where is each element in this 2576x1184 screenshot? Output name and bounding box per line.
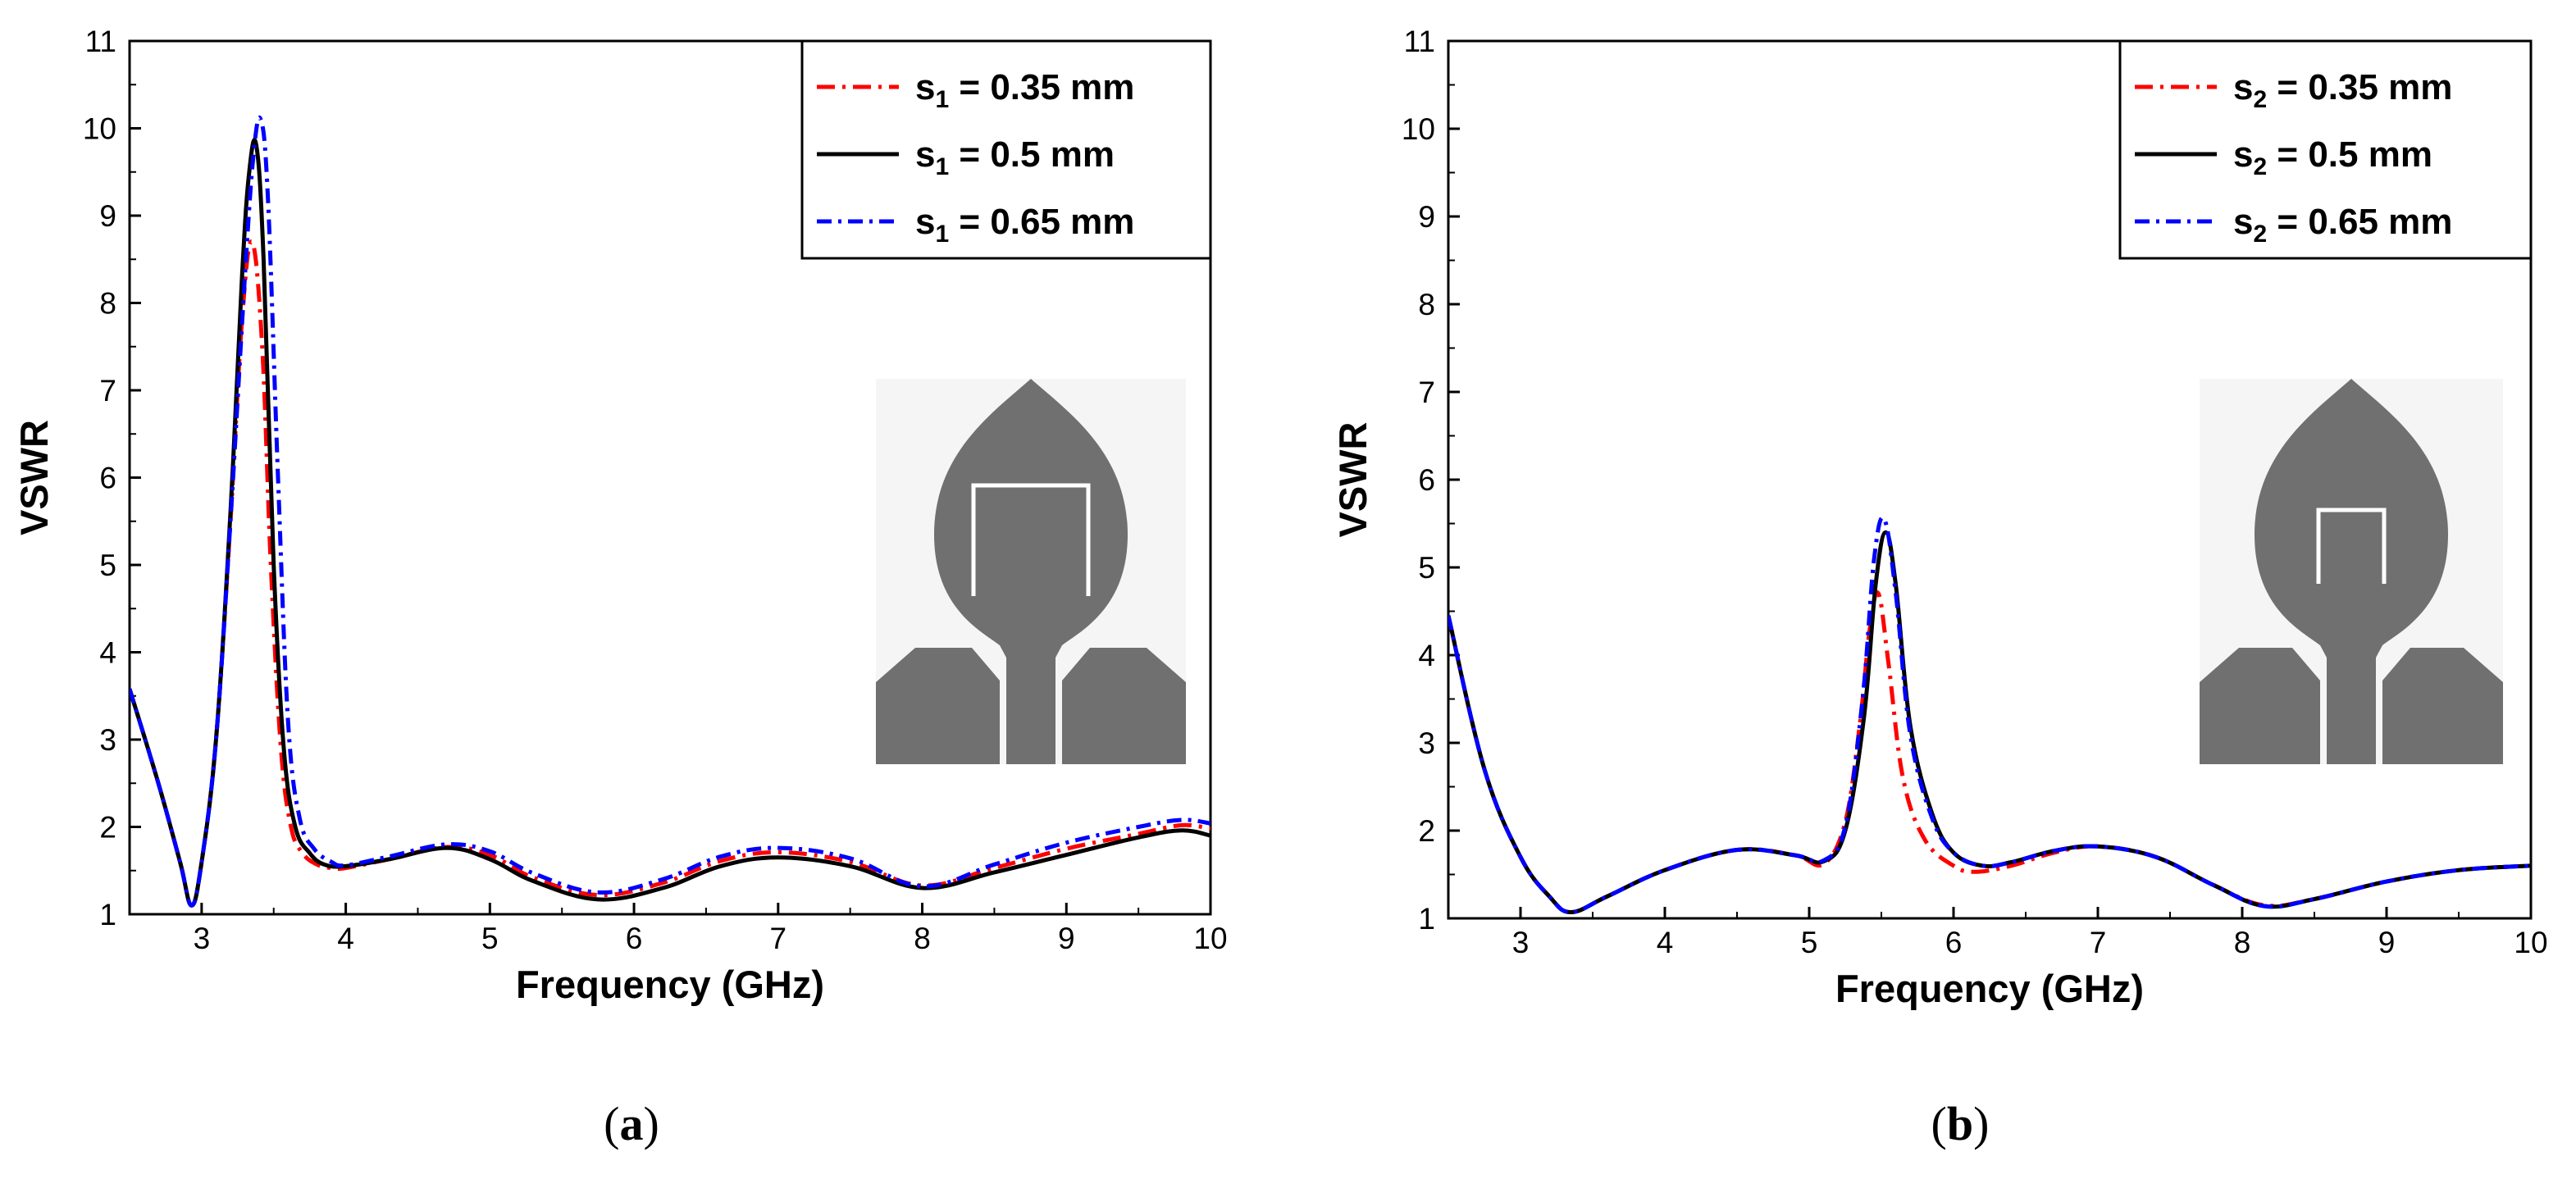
y-tick-label: 7 <box>99 374 116 408</box>
x-tick-label: 9 <box>1058 922 1075 955</box>
legend: s2 = 0.35 mm s2 = 0.5 mm s2 = 0.65 mm <box>2118 39 2533 260</box>
y-tick-label: 11 <box>1404 25 1435 58</box>
series-line-2 <box>130 138 1210 908</box>
legend-entry: s1 = 0.65 mm <box>915 202 1134 248</box>
y-tick-label: 10 <box>1402 112 1435 146</box>
u-slot <box>2316 508 2387 584</box>
x-tick-label: 8 <box>2234 926 2251 959</box>
x-tick-label: 4 <box>1657 926 1674 959</box>
x-tick-label: 3 <box>1512 926 1530 959</box>
y-tick-label: 5 <box>99 549 116 582</box>
y-tick-label: 1 <box>99 898 116 931</box>
x-tick-label: 7 <box>770 922 787 955</box>
x-tick-label: 5 <box>1801 926 1818 959</box>
y-tick-label: 4 <box>1418 639 1435 672</box>
ground-plane-left <box>876 648 1000 764</box>
legend-entry: s2 = 0.65 mm <box>2233 202 2452 248</box>
series-line-3 <box>130 116 1210 908</box>
antenna-inset <box>2200 379 2503 764</box>
ground-plane-right <box>2382 648 2503 764</box>
ground-plane-left <box>2200 648 2320 764</box>
series-group <box>130 116 1210 908</box>
x-tick-label: 10 <box>2514 926 2547 959</box>
y-tick-label: 7 <box>1418 376 1435 409</box>
legend-box <box>2118 39 2533 260</box>
antenna-inset <box>876 379 1186 764</box>
y-axis-label: VSWR <box>12 420 56 535</box>
y-tick-label: 10 <box>83 112 116 146</box>
y-axis-label: VSWR <box>1331 422 1375 538</box>
y-tick-label: 6 <box>99 462 116 495</box>
y-tick-label: 1 <box>1418 902 1435 936</box>
y-tick-label: 9 <box>1418 200 1435 234</box>
feed-line <box>2327 649 2376 764</box>
legend-entry: s1 = 0.35 mm <box>915 67 1134 113</box>
y-tick-label: 2 <box>99 811 116 845</box>
legend-entry: s2 = 0.35 mm <box>2233 67 2452 113</box>
x-tick-label: 3 <box>194 922 211 955</box>
panel-caption: (a) <box>604 1097 659 1150</box>
teardrop-patch <box>934 379 1128 658</box>
x-tick-label: 6 <box>626 922 643 955</box>
y-tick-label: 5 <box>1418 551 1435 585</box>
y-tick-label: 6 <box>1418 463 1435 497</box>
teardrop-patch <box>2255 379 2448 658</box>
x-tick-label: 5 <box>481 922 499 955</box>
ground-plane-right <box>1062 648 1186 764</box>
legend-entry: s1 = 0.5 mm <box>915 134 1115 180</box>
y-tick-label: 2 <box>1418 814 1435 848</box>
y-tick-label: 8 <box>1418 288 1435 321</box>
series-group <box>1448 515 2531 914</box>
x-tick-label: 4 <box>337 922 354 955</box>
x-tick-label: 7 <box>2090 926 2107 959</box>
feed-line <box>1006 649 1055 764</box>
x-tick-label: 6 <box>1945 926 1963 959</box>
x-axis-label: Frequency (GHz) <box>516 963 824 1006</box>
y-tick-label: 11 <box>85 25 116 58</box>
u-slot <box>971 483 1091 596</box>
y-tick-label: 3 <box>1418 726 1435 760</box>
chart-panel-b: 3 4 5 6 7 8 9 10 1 2 3 4 5 6 7 8 9 10 11 Frequency (GHz) VSW… <box>1331 25 2548 1150</box>
legend-entry: s2 = 0.5 mm <box>2233 134 2432 180</box>
x-axis-label: Frequency (GHz) <box>1835 967 2144 1010</box>
x-tick-label: 8 <box>914 922 931 955</box>
y-tick-label: 9 <box>99 199 116 233</box>
legend: s1 = 0.35 mm s1 = 0.5 mm s1 = 0.65 mm <box>800 39 1212 260</box>
y-tick-label: 8 <box>99 287 116 321</box>
x-tick-label: 9 <box>2378 926 2396 959</box>
panel-caption: (b) <box>1931 1097 1990 1150</box>
series-line-1 <box>130 239 1210 908</box>
series-line-3 <box>1448 515 2531 914</box>
x-tick-label: 10 <box>1193 922 1227 955</box>
chart-panel-a: 3 4 5 6 7 8 9 10 1 2 3 4 5 6 7 8 9 10 11 Frequency (GHz) VSW… <box>12 25 1228 1150</box>
y-tick-label: 3 <box>99 723 116 757</box>
y-tick-label: 4 <box>99 636 116 670</box>
